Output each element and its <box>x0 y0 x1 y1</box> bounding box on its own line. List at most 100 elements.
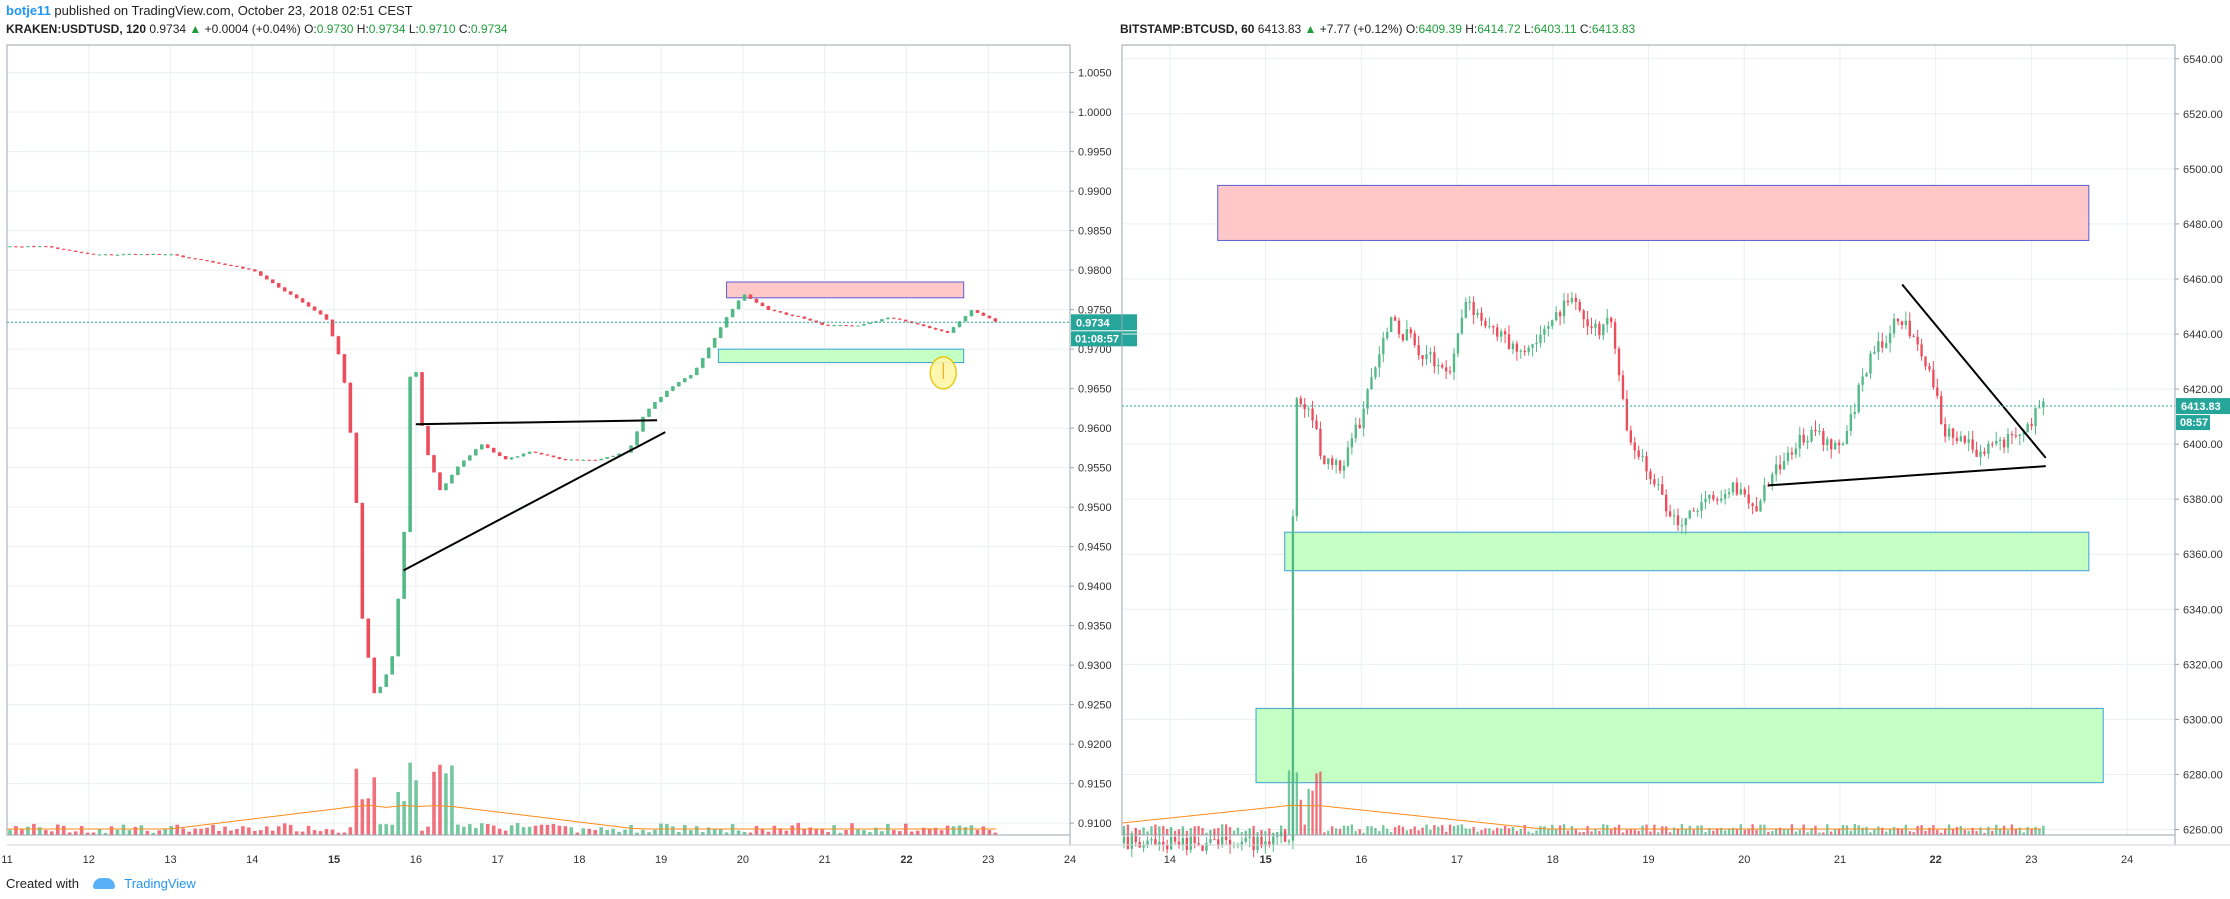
volume-bar <box>1743 829 1746 835</box>
volume-bar <box>587 828 592 835</box>
volume-bar <box>1323 832 1326 835</box>
volume-bar <box>832 825 836 835</box>
candle <box>1877 341 1880 353</box>
candle <box>1393 317 1397 321</box>
volume-bar <box>2010 824 2014 835</box>
candle <box>1594 323 1597 328</box>
candle <box>1802 434 1805 443</box>
candle <box>1342 465 1346 471</box>
candle <box>1586 319 1589 327</box>
candle <box>1751 503 1754 507</box>
candle <box>366 618 371 658</box>
candle <box>1637 450 1640 457</box>
candle <box>1790 452 1794 455</box>
volume-bar <box>276 826 281 835</box>
tradingview-link[interactable]: TradingView <box>124 876 196 891</box>
volume-bar <box>1378 831 1381 835</box>
volume-bar <box>44 830 48 835</box>
volume-bar <box>1484 828 1487 835</box>
candle <box>993 318 998 322</box>
volume-bar <box>1334 828 1338 835</box>
volume-bar <box>259 830 263 835</box>
author-link[interactable]: botje11 <box>6 3 51 18</box>
volume-bar <box>1775 828 1778 835</box>
candle <box>1551 320 1554 327</box>
candle <box>1582 310 1585 320</box>
volume-bar <box>1881 827 1884 835</box>
candle <box>1523 350 1526 353</box>
candle <box>414 372 418 377</box>
y-tick-label: 6540.00 <box>2183 54 2223 66</box>
candle <box>1181 837 1185 845</box>
candle <box>1900 321 1904 326</box>
volume-bar <box>945 825 950 835</box>
volume-bar <box>55 824 60 835</box>
volume-bar <box>1397 825 1401 835</box>
candle <box>1405 329 1409 341</box>
candle <box>103 254 108 256</box>
up-arrow-icon: ▲ <box>1304 22 1317 36</box>
candle <box>1861 376 1864 385</box>
volume-bar <box>1154 824 1157 835</box>
volume-bar <box>2022 832 2025 835</box>
candle <box>1397 320 1401 335</box>
candle <box>898 318 902 320</box>
candle <box>1303 404 1306 410</box>
x-tick-label: 15 <box>328 854 340 866</box>
candle <box>85 252 90 254</box>
candle <box>1672 515 1676 517</box>
candle <box>647 408 651 417</box>
candle <box>832 325 836 327</box>
volume-bar <box>694 826 699 835</box>
candle <box>1358 424 1361 429</box>
volume-bar <box>1551 824 1554 835</box>
volume-bar <box>892 829 896 835</box>
candle <box>497 452 502 456</box>
volume-bar <box>1268 828 1271 835</box>
volume-bar <box>957 825 962 835</box>
volume-bar <box>485 824 490 835</box>
volume-bar <box>1979 827 1982 835</box>
volume-bar <box>211 824 215 835</box>
volume-bar <box>109 826 114 835</box>
candle <box>892 317 896 319</box>
candle <box>533 451 538 453</box>
candle <box>1676 515 1680 526</box>
candle <box>44 246 48 248</box>
candle <box>736 300 741 310</box>
candle <box>772 309 777 312</box>
volume-bar <box>1366 826 1369 835</box>
volume-bar <box>545 824 550 835</box>
candle <box>1519 350 1522 352</box>
candle <box>1947 428 1951 437</box>
candle <box>1794 448 1798 455</box>
volume-bar <box>1429 829 1432 835</box>
candle <box>264 275 269 280</box>
volume-bar <box>2038 828 2041 835</box>
volume-bar <box>247 827 251 835</box>
candle <box>1350 438 1354 448</box>
candle <box>581 459 586 461</box>
y-tick-label: 6460.00 <box>2183 274 2223 286</box>
candle <box>1299 398 1302 405</box>
x-tick-label: 16 <box>410 854 422 866</box>
candle <box>1940 395 1943 425</box>
volume-bar <box>217 831 221 835</box>
volume-bar <box>1543 826 1546 835</box>
candle <box>348 382 353 433</box>
candle <box>8 246 12 248</box>
candle <box>306 302 311 307</box>
volume-bar <box>1641 825 1644 835</box>
volume-bar <box>1613 827 1617 835</box>
volume-bar <box>1433 825 1436 835</box>
volume-bar <box>1830 831 1833 835</box>
volume-bar <box>1920 825 1923 835</box>
candle <box>1857 384 1860 412</box>
candle <box>432 455 436 473</box>
volume-bar <box>1492 830 1495 835</box>
volume-bar <box>390 824 394 835</box>
candle <box>1833 442 1837 450</box>
volume-bar <box>235 829 239 835</box>
